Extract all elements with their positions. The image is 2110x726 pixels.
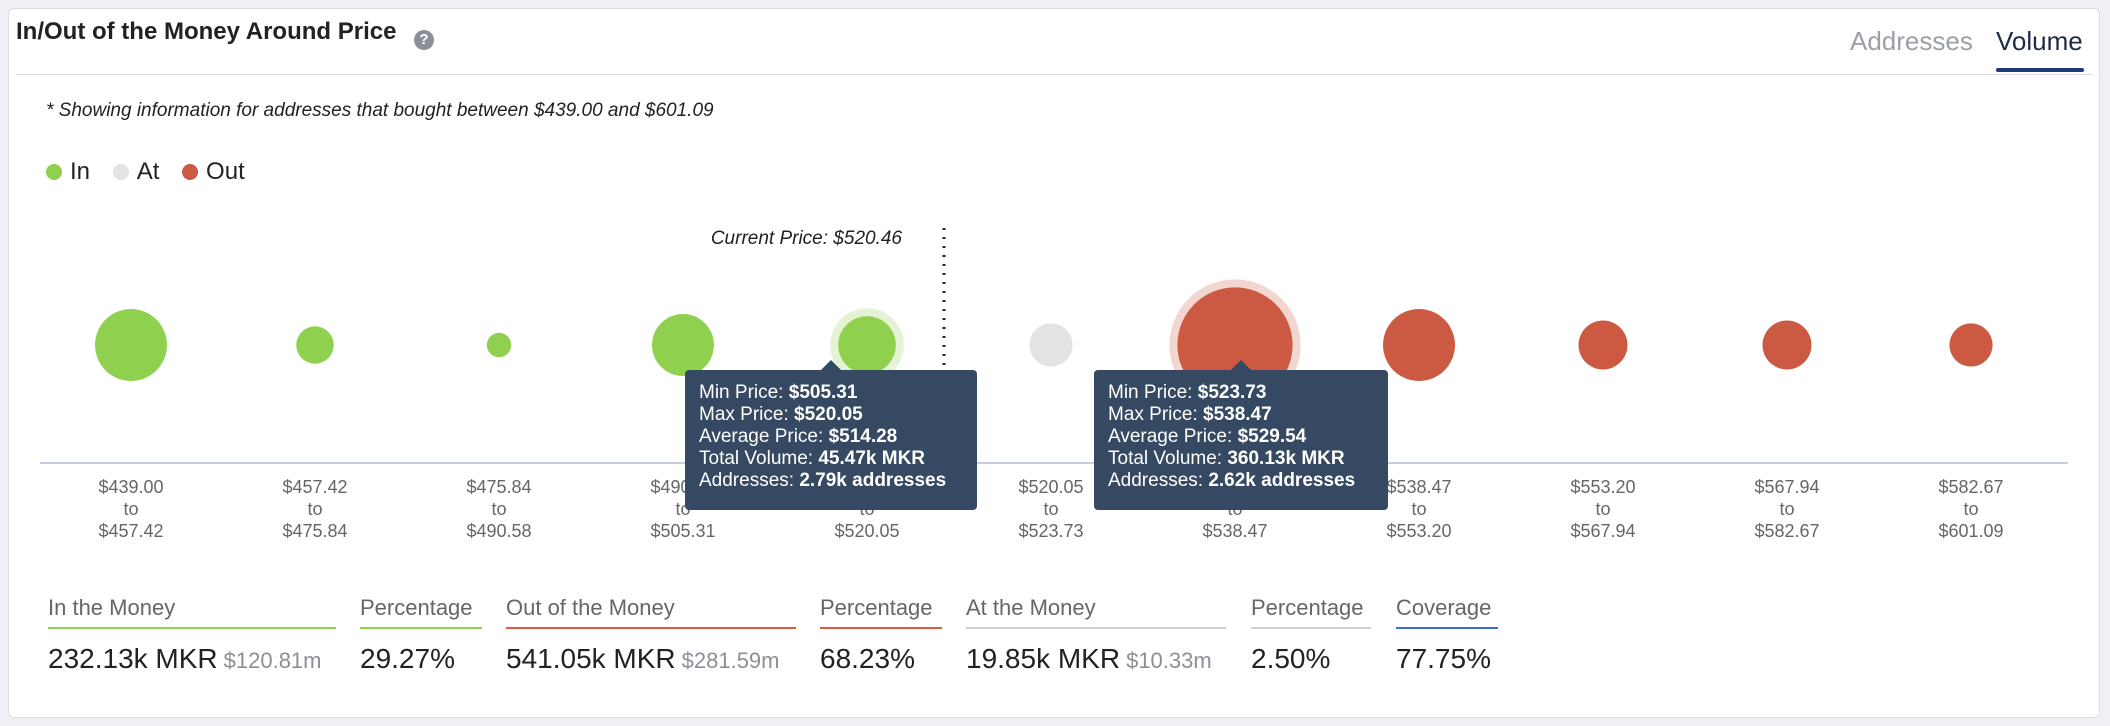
x-tick-label: $553.20 [1386,521,1451,541]
x-tick-label: $520.05 [834,521,899,541]
stat-value: 68.23% [820,643,915,674]
stat-out-of-the-money: Out of the Money 541.05k MKR $281.59m [506,595,796,675]
tab-volume[interactable]: Volume [1996,26,2083,56]
active-tab-indicator [1996,68,2084,72]
stat-in-the-money: In the Money 232.13k MKR $120.81m [48,595,336,675]
stat-label: At the Money [966,595,1226,629]
tab-addresses[interactable]: Addresses [1850,26,1973,56]
x-tick-label: $523.73 [1018,521,1083,541]
x-tick-label: $553.20 [1570,477,1635,497]
x-tick-label: $475.84 [466,477,531,497]
legend-item-at[interactable]: At [112,158,160,186]
bubble-at[interactable] [1029,323,1073,367]
legend-item-in[interactable]: In [46,158,90,186]
current-price-label: Current Price: $520.46 [711,228,903,249]
x-tick-label: $505.31 [650,521,715,541]
bubble-in[interactable] [652,314,714,376]
x-tick-label: to [1779,499,1794,519]
stat-value: 2.50% [1251,643,1331,674]
stat-label: Out of the Money [506,595,796,629]
tooltip-bucket-523: Min Price: $523.73 Max Price: $538.47 Av… [1094,370,1388,510]
stat-at-the-money: At the Money 19.85k MKR $10.33m [966,595,1226,675]
range-note: * Showing information for addresses that… [46,100,714,121]
legend-item-out[interactable]: Out [182,158,245,186]
x-tick-label: to [1963,499,1978,519]
bubble-out[interactable] [1578,320,1628,370]
stat-label: Percentage [360,595,482,629]
tooltip-bucket-505: Min Price: $505.31 Max Price: $520.05 Av… [685,370,977,510]
card-title: In/Out of the Money Around Price [16,18,397,45]
header-divider [16,74,2092,75]
x-tick-label: $520.05 [1018,477,1083,497]
stat-out-percentage: Percentage 68.23% [820,595,942,675]
stat-value: 541.05k MKR $281.59m [506,643,780,674]
x-tick-label: $490.58 [466,521,531,541]
legend-at-dot [112,164,129,180]
x-tick-label: $457.42 [282,477,347,497]
x-tick-label: to [491,499,506,519]
x-tick-label: $439.00 [98,477,163,497]
x-tick-label: $601.09 [1938,521,2003,541]
bubble-out[interactable] [1383,309,1455,381]
legend-in-label: In [70,158,91,185]
x-tick-label: to [1043,499,1058,519]
stat-coverage: Coverage 77.75% [1396,595,1498,675]
stat-value: 77.75% [1396,643,1491,674]
stat-in-percentage: Percentage 29.27% [360,595,482,675]
x-tick-label: $475.84 [282,521,347,541]
x-tick-label: to [123,499,138,519]
x-tick-label: $538.47 [1386,477,1451,497]
x-tick-label: $567.94 [1754,477,1819,497]
bubble-out[interactable] [1762,320,1812,370]
bubble-in[interactable] [838,316,896,374]
bubble-in[interactable] [486,332,512,358]
stat-label: Coverage [1396,595,1498,629]
x-tick-label: $582.67 [1938,477,2003,497]
stat-label: In the Money [48,595,336,629]
x-tick-label: $538.47 [1202,521,1267,541]
stat-label: Percentage [1251,595,1371,629]
x-tick-label: to [1595,499,1610,519]
bubble-chart: Current Price: $520.46 $439.00to$457.42$… [40,228,2068,541]
legend-in-dot [46,164,62,180]
x-tick-label: $582.67 [1754,521,1819,541]
x-tick-label: $457.42 [98,521,163,541]
bubble-in[interactable] [95,309,167,381]
legend: In At Out [46,158,261,186]
bubble-in[interactable] [296,326,334,364]
legend-at-label: At [136,158,160,185]
bubble-out[interactable] [1949,323,1993,367]
stat-value: 29.27% [360,643,455,674]
x-tick-label: to [1411,499,1426,519]
legend-out-label: Out [206,158,245,185]
x-tick-label: $567.94 [1570,521,1635,541]
x-tick-label: to [307,499,322,519]
stat-value: 19.85k MKR $10.33m [966,643,1212,674]
question-circle-icon[interactable]: ? [414,30,434,50]
stat-value: 232.13k MKR $120.81m [48,643,322,674]
legend-out-dot [182,164,199,180]
stat-at-percentage: Percentage 2.50% [1251,595,1371,675]
stat-label: Percentage [820,595,942,629]
